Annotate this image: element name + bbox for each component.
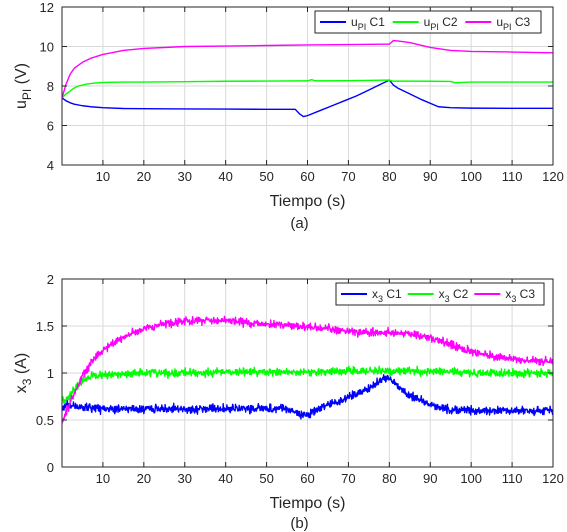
x-tick-label: 20 [137, 169, 151, 184]
chart-panel-a: 10 20 30 40 50 60 70 80 90 100 110 120 4 6 8 10 12 Tiempo… [13, 0, 564, 232]
y-axis-label: x3 (A) [13, 353, 34, 393]
y-tick-label: 0 [47, 460, 54, 475]
y-tick-label: 8 [47, 79, 54, 94]
x-tick-label: 70 [341, 169, 355, 184]
x-tick-label: 30 [178, 169, 192, 184]
y-tick-label: 12 [40, 0, 54, 15]
series-line-c3 [62, 39, 553, 99]
legend: uPI C1 uPI C2 uPI C3 [314, 10, 542, 34]
y-tick-label: 0.5 [36, 413, 54, 428]
legend-entry-label: uPI C1 [351, 15, 385, 32]
legend-entry-label: x3 C3 [505, 287, 535, 304]
x-tick-label: 70 [341, 471, 355, 486]
y-tick-label: 10 [40, 40, 54, 55]
series-line-c1 [62, 79, 553, 118]
series-line-c2 [62, 78, 553, 99]
x-tick-label: 30 [178, 471, 192, 486]
x-tick-label: 100 [460, 471, 482, 486]
x-tick-label: 110 [502, 471, 523, 486]
series-line-c2 [62, 365, 553, 405]
x-tick-label: 110 [502, 169, 523, 184]
x-tick-label: 60 [300, 169, 314, 184]
y-tick-label: 1.5 [36, 319, 54, 334]
x-tick-label: 90 [423, 471, 437, 486]
panel-label: (b) [290, 515, 308, 532]
legend-entry-label: uPI C2 [424, 15, 458, 32]
legend-entry-label: uPI C3 [496, 15, 530, 32]
y-axis-label: uPI (V) [13, 63, 34, 109]
panel-label: (a) [290, 215, 308, 232]
chart-panel-b: 10 20 30 40 50 60 70 80 90 100 110 120 0 0.5 1 1.5 2 Tiem… [13, 272, 564, 532]
x-tick-label: 10 [96, 471, 110, 486]
x-tick-label: 10 [96, 169, 110, 184]
legend-box [314, 10, 542, 34]
legend-entry-label: x3 C2 [439, 287, 469, 304]
legend: x3 C1 x3 C2 x3 C3 [335, 282, 545, 306]
y-tick-label: 2 [47, 272, 54, 287]
legend-entry-label: x3 C1 [372, 287, 402, 304]
y-tick-label: 6 [47, 119, 54, 134]
x-tick-label: 40 [218, 169, 232, 184]
series-line-c3 [62, 315, 553, 424]
x-axis-label: Tiempo (s) [270, 495, 346, 512]
x-tick-label: 60 [300, 471, 314, 486]
x-tick-label: 80 [382, 471, 396, 486]
x-tick-label: 20 [137, 471, 151, 486]
x-tick-label: 50 [259, 471, 273, 486]
x-tick-label: 120 [542, 471, 564, 486]
series-group [62, 315, 553, 424]
series-line-c1 [62, 374, 553, 420]
x-tick-label: 90 [423, 169, 437, 184]
x-tick-label: 120 [542, 169, 564, 184]
x-tick-label: 40 [218, 471, 232, 486]
x-tick-label: 50 [259, 169, 273, 184]
y-tick-label: 4 [47, 158, 54, 173]
y-tick-label: 1 [47, 366, 54, 381]
legend-box [335, 282, 545, 306]
x-tick-label: 80 [382, 169, 396, 184]
series-group [62, 39, 553, 118]
x-tick-label: 100 [460, 169, 482, 184]
x-axis-label: Tiempo (s) [270, 193, 346, 210]
